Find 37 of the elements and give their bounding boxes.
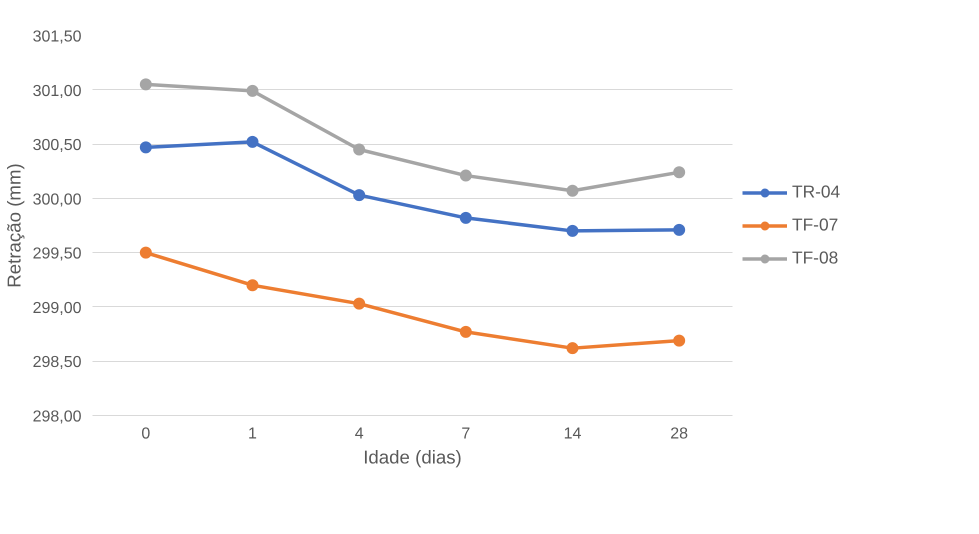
y-tick-label: 298,00 [32, 408, 82, 426]
y-tick-label: 298,50 [32, 354, 82, 372]
x-tick-label: 1 [248, 426, 258, 442]
point [140, 141, 152, 154]
point [353, 189, 366, 202]
point [566, 184, 578, 197]
point [246, 279, 258, 292]
legend-label: TR-04 [792, 182, 840, 202]
point [673, 224, 686, 236]
x-tick-label: 14 [564, 426, 582, 442]
y-tick-label: 300,50 [32, 137, 82, 154]
point [140, 78, 152, 90]
point [353, 298, 366, 310]
x-tick-label: 7 [461, 426, 470, 442]
point [460, 170, 472, 182]
x-axis-title: Idade (dias) [363, 446, 462, 468]
point [673, 166, 686, 178]
point [566, 342, 578, 354]
point [673, 334, 686, 347]
y-tick-label: 299,50 [32, 246, 82, 263]
point [460, 326, 472, 338]
point [566, 224, 578, 237]
x-tick-label: 4 [354, 426, 364, 442]
point [353, 144, 366, 156]
point [246, 84, 258, 97]
y-tick-label: 300,00 [32, 191, 82, 208]
legend-label: TF-07 [792, 214, 838, 236]
y-tick-label: 301,00 [32, 82, 82, 100]
y-axis-title: Retração (mm) [4, 163, 25, 288]
x-tick-label: 28 [670, 426, 688, 442]
x-tick-label: 0 [141, 426, 150, 442]
legend-label: TF-08 [792, 248, 838, 268]
point [460, 212, 472, 224]
point [246, 136, 258, 148]
point [140, 246, 152, 259]
y-tick-label: 299,00 [32, 300, 82, 317]
y-tick-label: 301,50 [32, 28, 82, 46]
